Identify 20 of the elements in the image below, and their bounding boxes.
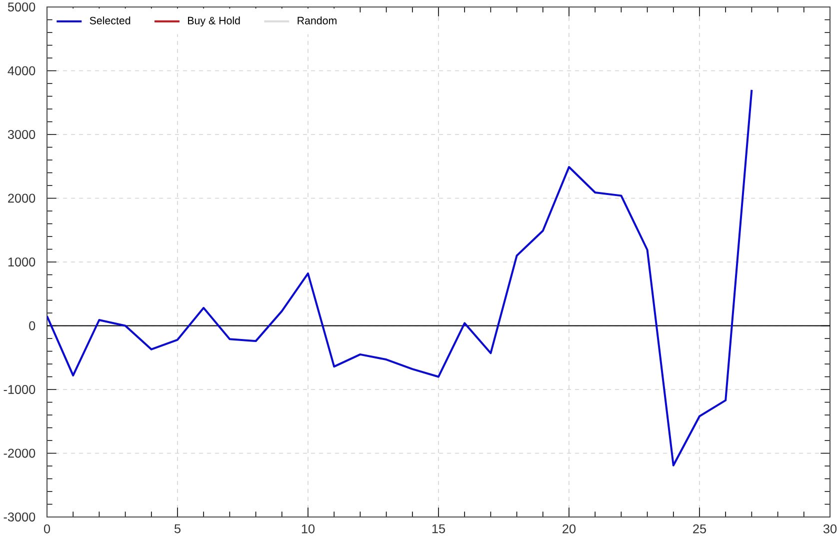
y-tick-label: 2000 bbox=[8, 194, 36, 203]
x-tick-label: 0 bbox=[44, 524, 50, 534]
legend-label: Buy & Hold bbox=[188, 16, 240, 26]
legend-label: Random bbox=[298, 16, 336, 24]
y-tick-label: 0 bbox=[29, 321, 36, 330]
x-tick-label: 5 bbox=[174, 524, 181, 534]
x-tick-label: 10 bbox=[302, 524, 315, 534]
line-series bbox=[47, 88, 753, 466]
x-tick-label: 20 bbox=[562, 524, 576, 534]
legend-label: Selected bbox=[90, 16, 130, 24]
x-tick-label: 30 bbox=[823, 524, 837, 534]
y-tick-label: -1000 bbox=[4, 385, 36, 394]
y-tick-label: 1000 bbox=[8, 258, 36, 266]
y-tick-label: -3000 bbox=[4, 512, 36, 522]
y-tick-label: 4000 bbox=[8, 66, 36, 76]
y-tick-label: 5000 bbox=[8, 2, 36, 12]
y-tick-label: 3000 bbox=[8, 130, 36, 139]
x-tick-label: 25 bbox=[693, 524, 706, 534]
x-tick-label: 15 bbox=[432, 524, 446, 534]
y-tick-label: -2000 bbox=[4, 448, 36, 458]
